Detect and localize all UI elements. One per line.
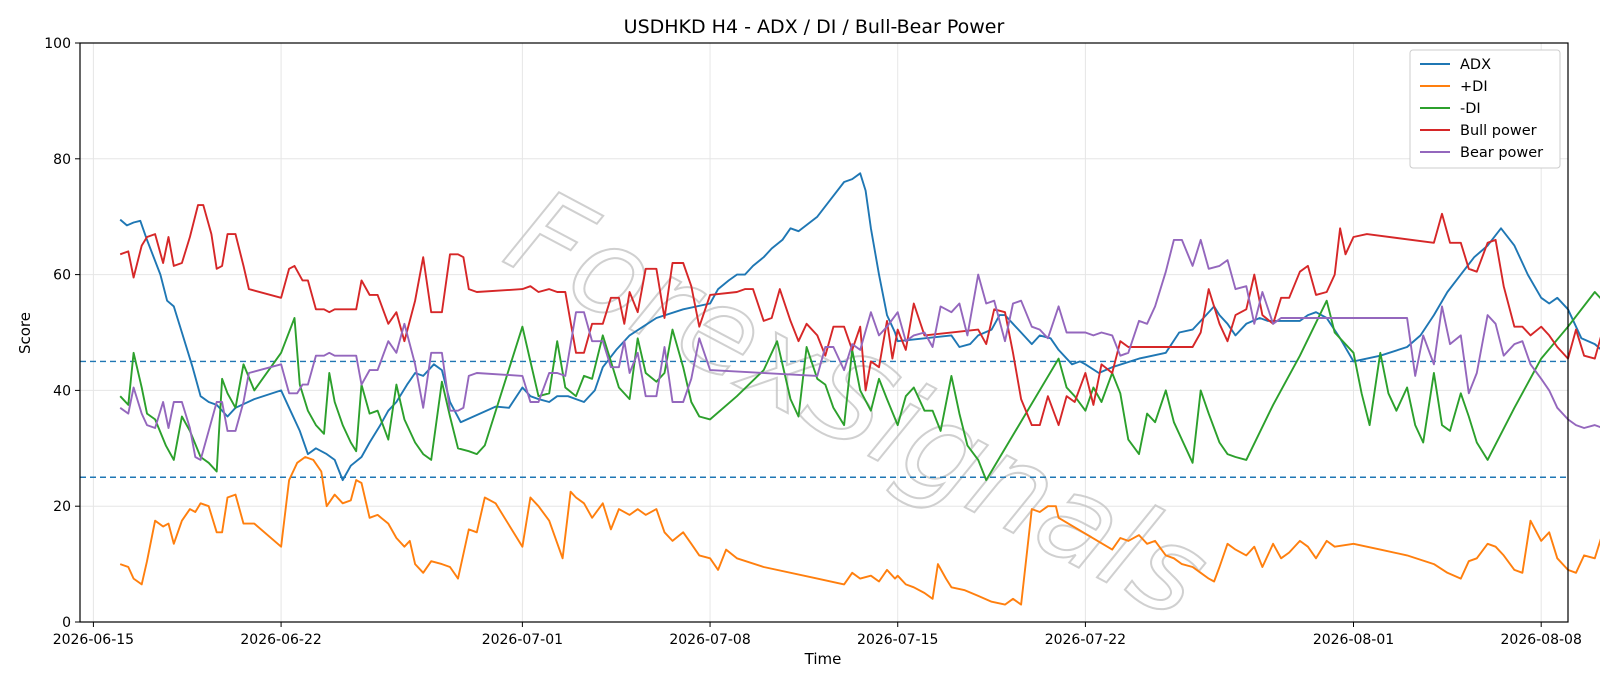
- legend-frame: [1409, 49, 1561, 169]
- legend-label: -DI: [1460, 101, 1481, 117]
- series-line-bear-power: [119, 238, 1600, 461]
- x-tick-label: 2026-06-15: [53, 632, 134, 648]
- y-tick-label: 80: [53, 152, 71, 168]
- legend: ADX +DI -DI Bull power Bear power: [1409, 49, 1561, 169]
- reference-lines: [80, 360, 1568, 478]
- legend-label: Bull power: [1460, 123, 1537, 139]
- x-tick-label: 2026-07-08: [669, 632, 750, 648]
- y-tick-label: 20: [53, 499, 71, 515]
- x-tick-label: 2026-08-01: [1313, 632, 1394, 648]
- watermark-text: ForexSignals: [486, 163, 1229, 646]
- x-axis-label: Time: [804, 650, 842, 668]
- x-axis-ticks: 2026-06-15 2026-06-22 2026-07-01 2026-07-08…: [53, 622, 1582, 648]
- series-line-bull-power: [119, 204, 1600, 427]
- y-tick-label: 60: [53, 268, 71, 284]
- y-tick-label: 40: [53, 383, 71, 399]
- y-axis-label: Score: [16, 312, 34, 354]
- chart-title: USDHKD H4 - ADX / DI / Bull-Bear Power: [624, 16, 1005, 38]
- series-line-adx: [119, 172, 1600, 482]
- series-line-di: [119, 291, 1600, 482]
- watermark: ForexSignals: [485, 162, 1230, 647]
- x-tick-label: 2026-07-15: [857, 632, 938, 648]
- legend-label: +DI: [1460, 79, 1488, 95]
- legend-label: Bear power: [1460, 145, 1543, 161]
- x-tick-label: 2026-06-22: [240, 632, 321, 648]
- x-tick-label: 2026-08-08: [1501, 632, 1582, 648]
- y-axis-ticks: 0 20 40 60 80 100: [44, 36, 80, 631]
- x-tick-label: 2026-07-01: [482, 632, 563, 648]
- x-tick-label: 2026-07-22: [1045, 632, 1126, 648]
- y-tick-label: 100: [44, 36, 71, 52]
- plot-area-frame: [79, 42, 1569, 623]
- legend-label: ADX: [1460, 57, 1491, 73]
- series-group: [119, 172, 1600, 606]
- y-tick-label: 0: [62, 615, 71, 631]
